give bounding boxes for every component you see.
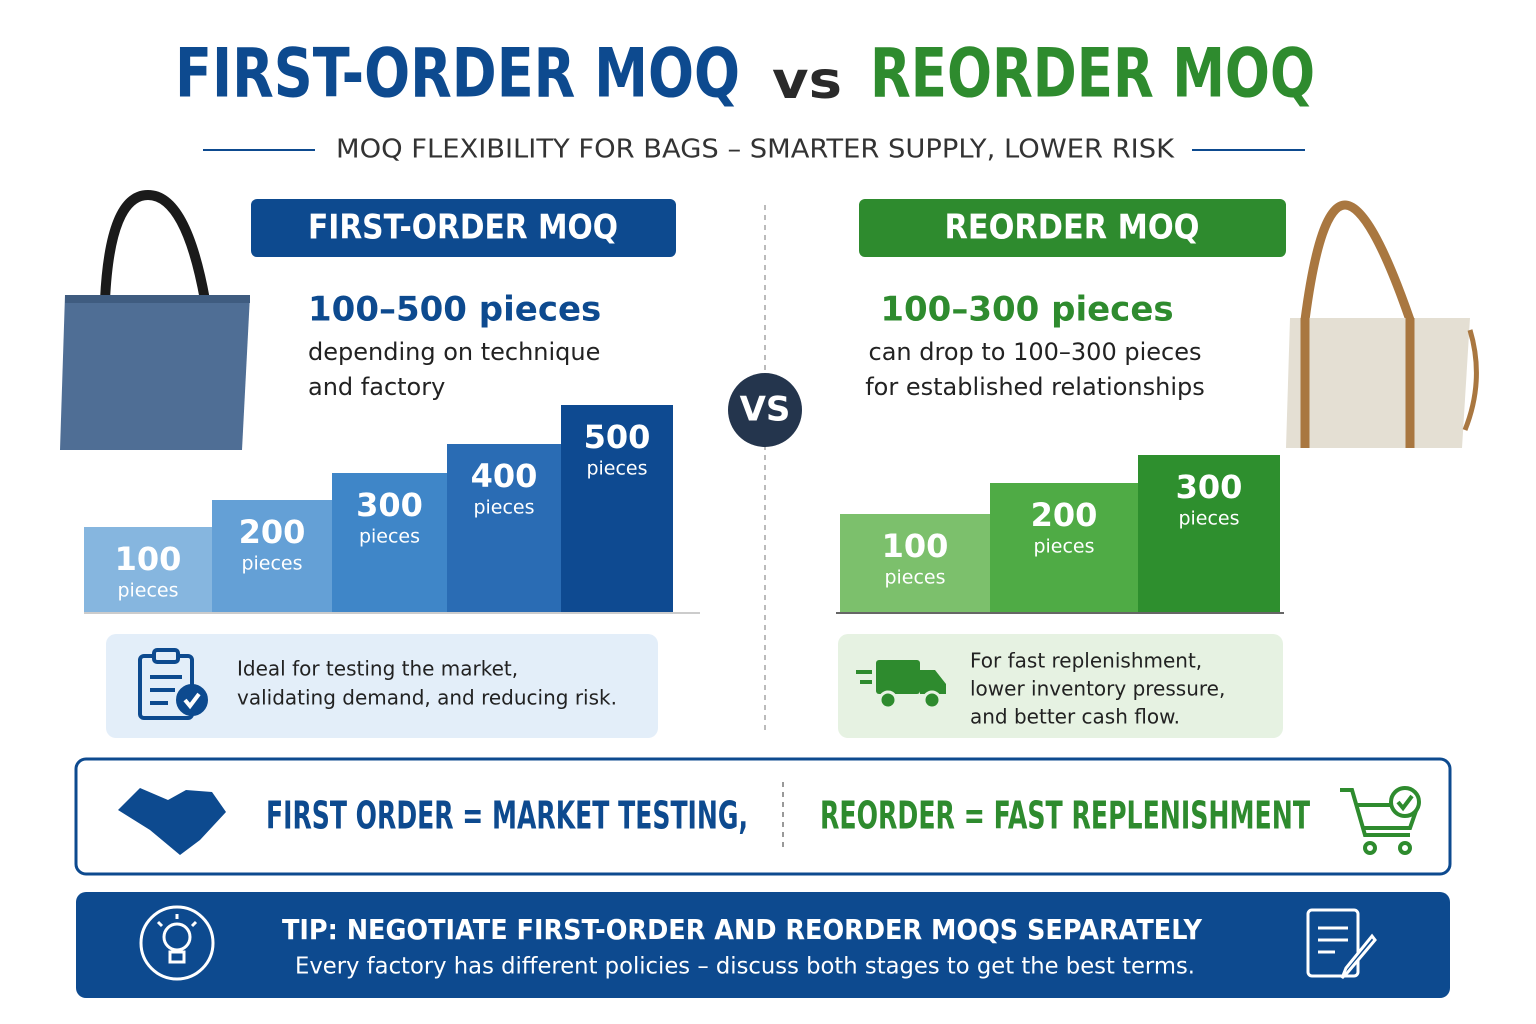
reorder-heading-box [859,199,1286,257]
summary-first: FIRST ORDER = MARKET TESTING, [266,794,748,838]
reorder-description: for established relationships [865,373,1205,401]
first-note: validating demand, and reducing risk. [237,686,617,710]
step-unit: pieces [1033,536,1094,558]
title-first: FIRST-ORDER MOQ [175,35,740,114]
step-block [561,405,673,613]
step-unit: pieces [884,567,945,589]
beige-bag [1286,200,1479,448]
first-range: 100–500 pieces [308,290,601,330]
first-steps: 100pieces200pieces300pieces400pieces500p… [84,405,673,613]
reorder-note: and better cash flow. [970,705,1180,729]
tip-box [76,892,1450,998]
bulb-icon [139,905,215,981]
step-value: 500 [584,418,651,456]
step-block [332,473,447,613]
first-heading: FIRST-ORDER MOQ [308,208,618,248]
subtitle: MOQ FLEXIBILITY FOR BAGS – SMARTER SUPPL… [336,135,1175,165]
reorder-heading: REORDER MOQ [945,208,1200,248]
step-block [1138,455,1280,613]
step-unit: pieces [1178,508,1239,530]
step-block [212,500,332,613]
summary-box [74,757,1452,876]
clipboard-icon [138,648,208,720]
step-unit: pieces [586,458,647,480]
step-unit: pieces [473,497,534,519]
step-value: 400 [471,457,538,495]
step-block [840,514,990,613]
handshake-icon [118,788,226,855]
first-description: depending on technique [308,338,600,366]
title-reorder: REORDER MOQ [870,35,1315,114]
first-description: and factory [308,373,445,401]
blue-bag [60,189,250,450]
step-value: 300 [1176,468,1243,506]
summary-reorder: REORDER = FAST REPLENISHMENT [820,794,1310,838]
reorder-note: For fast replenishment, [970,649,1202,673]
step-unit: pieces [241,553,302,575]
first-heading-box [251,199,676,257]
truck-icon [856,660,946,710]
vs-badge [728,373,802,447]
step-value: 200 [1031,496,1098,534]
cart-icon [1340,786,1421,855]
step-block [447,444,561,613]
reorder-note: lower inventory pressure, [970,677,1225,701]
reorder-range: 100–300 pieces [880,290,1173,330]
step-unit: pieces [359,526,420,548]
first-note-box [106,634,658,738]
step-block [990,483,1138,613]
document-icon [1306,908,1377,980]
step-unit: pieces [117,580,178,602]
vs-badge-text: VS [740,390,791,430]
step-value: 200 [239,513,306,551]
step-value: 100 [882,527,949,565]
reorder-description: can drop to 100–300 pieces [869,338,1202,366]
step-value: 100 [115,540,182,578]
reorder-note-box [838,634,1283,738]
tip-title: TIP: NEGOTIATE FIRST-ORDER AND REORDER M… [282,913,1203,946]
step-block [84,527,212,613]
first-note: Ideal for testing the market, [237,657,518,681]
tip-text: Every factory has different policies – d… [295,954,1195,980]
step-value: 300 [356,486,423,524]
title-vs: vs [772,51,842,111]
